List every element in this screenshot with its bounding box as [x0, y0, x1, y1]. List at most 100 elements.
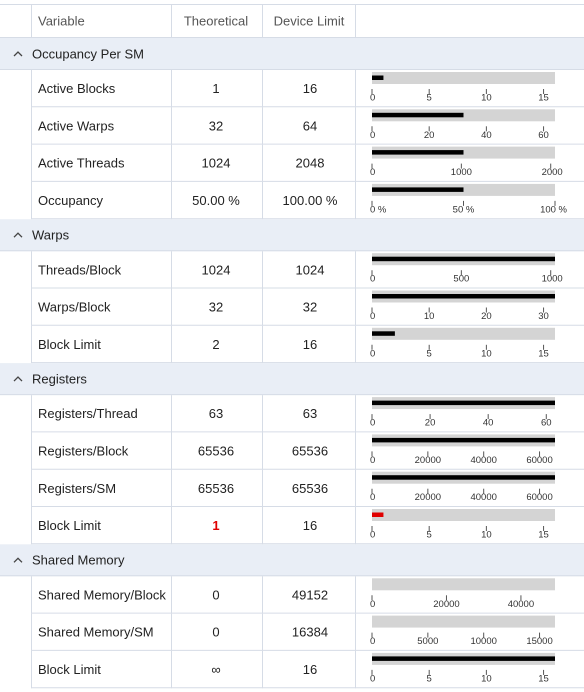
theoretical-value: 1024 — [202, 156, 231, 171]
value-bar — [372, 112, 464, 118]
collapse-chevron[interactable] — [13, 232, 23, 238]
value-bar — [372, 256, 555, 262]
group-title: Shared Memory — [32, 553, 125, 568]
tick-label: 60000 — [526, 455, 552, 466]
theoretical-value: 0 — [212, 625, 219, 640]
tick-label: 0 — [370, 599, 375, 610]
tick-label: 60 — [538, 130, 549, 141]
value-bar — [372, 187, 464, 192]
tick-label: 0 — [370, 274, 375, 285]
collapse-chevron[interactable] — [13, 557, 23, 563]
variable-name: Occupancy — [38, 193, 104, 208]
group-header[interactable] — [0, 363, 584, 396]
limit-bar — [372, 72, 555, 84]
tick-label: 20000 — [433, 599, 459, 610]
collapse-chevron[interactable] — [13, 51, 23, 57]
tick-label: 5 — [427, 348, 432, 359]
tick-label: 40000 — [470, 455, 496, 466]
tick-label: 10 — [481, 673, 492, 684]
tick-label: 20000 — [415, 455, 441, 466]
variable-name: Registers/Thread — [38, 406, 138, 421]
tick-label: 0 % — [370, 204, 387, 215]
theoretical-value: 1 — [212, 81, 219, 96]
group-title: Warps — [32, 228, 70, 243]
variable-name: Registers/SM — [38, 481, 116, 496]
tick-label: 20 — [425, 418, 436, 429]
tick-label: 0 — [370, 311, 375, 322]
tick-label: 20 — [424, 130, 435, 141]
tick-label: 1000 — [451, 167, 472, 178]
value-bar — [372, 400, 555, 406]
group-header[interactable] — [0, 544, 584, 577]
tick-label: 40000 — [470, 492, 496, 503]
tick-label: 30 — [538, 311, 549, 322]
tick-label: 2000 — [542, 167, 563, 178]
device-limit-value: 16 — [303, 81, 317, 96]
column-header[interactable]: Device Limit — [274, 13, 345, 28]
theoretical-value: 65536 — [198, 443, 234, 458]
group-header[interactable] — [0, 38, 584, 70]
tick-label: 10000 — [470, 636, 496, 647]
limit-bar — [372, 509, 555, 521]
variable-name: Threads/Block — [38, 262, 122, 277]
limit-bar — [372, 578, 555, 591]
tick-label: 5 — [427, 530, 432, 541]
device-limit-value: 100.00 % — [283, 193, 338, 208]
value-bar — [372, 331, 395, 336]
tick-label: 20000 — [415, 492, 441, 503]
tick-label: 60 — [541, 418, 552, 429]
column-header[interactable]: Variable — [38, 13, 85, 28]
group-header[interactable] — [0, 219, 584, 252]
variable-name: Active Threads — [38, 156, 125, 171]
tick-label: 500 — [453, 274, 469, 285]
tick-label: 15 — [538, 348, 549, 359]
value-bar — [372, 475, 555, 480]
tick-label: 0 — [370, 130, 375, 141]
theoretical-value: 32 — [209, 118, 223, 133]
theoretical-value: 1024 — [202, 262, 231, 277]
tick-label: 15 — [538, 673, 549, 684]
theoretical-value: 65536 — [198, 481, 234, 496]
limit-bar — [372, 615, 555, 628]
tick-label: 100 % — [540, 204, 567, 215]
variable-name: Block Limit — [38, 662, 101, 677]
tick-label: 40 — [483, 418, 494, 429]
tick-label: 0 — [370, 167, 375, 178]
column-header[interactable]: Theoretical — [184, 13, 248, 28]
variable-name: Active Blocks — [38, 81, 116, 96]
value-bar — [372, 656, 555, 661]
tick-label: 10 — [481, 348, 492, 359]
tick-label: 50 % — [453, 204, 475, 215]
value-bar — [372, 75, 384, 80]
device-limit-value: 1024 — [296, 262, 325, 277]
device-limit-value: 32 — [303, 300, 317, 315]
tick-label: 15 — [538, 530, 549, 541]
device-limit-value: 64 — [303, 118, 317, 133]
group-title: Occupancy Per SM — [32, 46, 144, 61]
tick-label: 10 — [481, 93, 492, 104]
device-limit-value: 2048 — [296, 156, 325, 171]
device-limit-value: 65536 — [292, 443, 328, 458]
tick-label: 0 — [370, 455, 375, 466]
header-row — [0, 4, 584, 38]
tick-label: 0 — [370, 530, 375, 541]
variable-name: Block Limit — [38, 518, 101, 533]
tick-label: 5 — [427, 93, 432, 104]
collapse-chevron[interactable] — [13, 376, 23, 382]
theoretical-value: ∞ — [211, 662, 220, 677]
value-bar — [372, 512, 384, 517]
device-limit-value: 65536 — [292, 481, 328, 496]
device-limit-value: 49152 — [292, 587, 328, 602]
variable-name: Warps/Block — [38, 300, 111, 315]
device-limit-value: 16 — [303, 518, 317, 533]
limit-bar — [372, 327, 555, 340]
tick-label: 1000 — [542, 274, 563, 285]
tick-label: 60000 — [526, 492, 552, 503]
tick-label: 15000 — [526, 636, 552, 647]
theoretical-value: 1 — [212, 518, 219, 533]
tick-label: 10 — [481, 530, 492, 541]
group-title: Registers — [32, 372, 87, 387]
theoretical-value: 2 — [212, 337, 219, 352]
variable-name: Active Warps — [38, 118, 115, 133]
